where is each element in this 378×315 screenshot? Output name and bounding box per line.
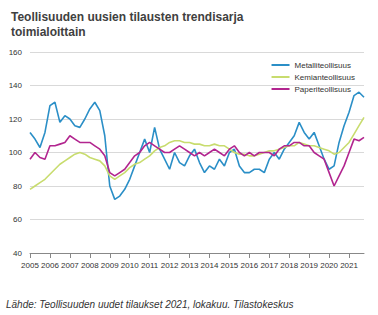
svg-text:2021: 2021 [340, 261, 358, 270]
svg-text:2005: 2005 [21, 261, 39, 270]
svg-text:2016: 2016 [240, 261, 258, 270]
svg-text:Metalliteollisuus: Metalliteollisuus [295, 61, 351, 70]
svg-text:100: 100 [9, 148, 23, 157]
svg-text:2013: 2013 [181, 261, 199, 270]
svg-text:2007: 2007 [61, 261, 79, 270]
svg-text:2010: 2010 [121, 261, 139, 270]
svg-text:120: 120 [9, 115, 23, 124]
svg-text:80: 80 [13, 182, 22, 191]
svg-text:2011: 2011 [141, 261, 159, 270]
svg-text:2009: 2009 [101, 261, 119, 270]
svg-text:Teollisuuden uusien tilausten: Teollisuuden uusien tilausten trendisarj… [11, 10, 244, 24]
svg-text:140: 140 [9, 81, 23, 90]
svg-text:60: 60 [13, 215, 22, 224]
svg-text:Kemianteollisuus: Kemianteollisuus [295, 73, 355, 82]
svg-text:Paperiteollisuus: Paperiteollisuus [295, 85, 351, 94]
svg-text:2015: 2015 [221, 261, 239, 270]
svg-text:2012: 2012 [161, 261, 179, 270]
svg-text:40: 40 [13, 249, 22, 258]
svg-text:Lähde: Teollisuuden uudet tila: Lähde: Teollisuuden uudet tilaukset 2021… [6, 299, 294, 310]
svg-text:2006: 2006 [41, 261, 59, 270]
svg-text:toimialoittain: toimialoittain [11, 25, 86, 39]
svg-text:2014: 2014 [201, 261, 219, 270]
svg-text:2019: 2019 [300, 261, 318, 270]
svg-text:2017: 2017 [260, 261, 278, 270]
svg-text:2008: 2008 [81, 261, 99, 270]
svg-text:2018: 2018 [280, 261, 298, 270]
svg-text:160: 160 [9, 48, 23, 57]
svg-text:2020: 2020 [320, 261, 338, 270]
